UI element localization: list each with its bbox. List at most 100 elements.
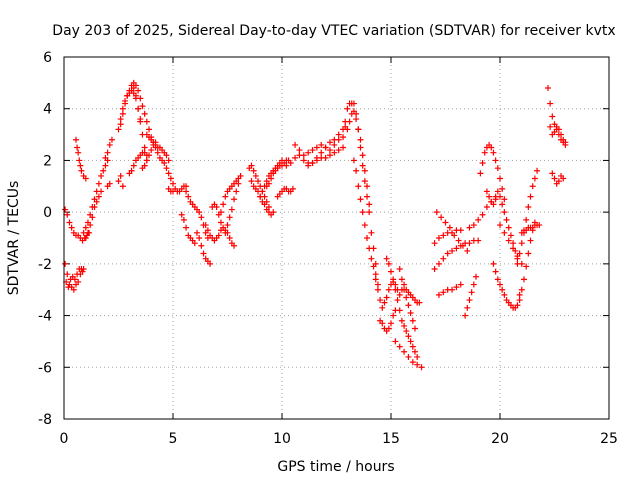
data-point <box>102 154 109 161</box>
data-point <box>455 237 462 244</box>
data-point <box>152 139 159 146</box>
data-point <box>462 312 469 319</box>
series-seg-at <box>477 141 508 203</box>
data-point <box>529 183 536 190</box>
data-point <box>198 214 205 221</box>
data-point <box>457 227 464 234</box>
data-point <box>74 144 81 151</box>
x-tick-label: 10 <box>273 431 291 447</box>
data-point <box>466 224 473 231</box>
data-point <box>335 147 342 154</box>
data-point <box>296 147 303 154</box>
data-point <box>527 193 534 200</box>
data-point <box>499 286 506 293</box>
data-point <box>74 271 81 278</box>
data-point <box>435 235 442 241</box>
data-point <box>71 276 78 283</box>
data-point <box>497 175 503 182</box>
data-point <box>368 229 375 236</box>
data-point <box>353 116 360 123</box>
data-point <box>414 361 421 368</box>
data-point <box>165 170 172 177</box>
data-point <box>170 180 176 187</box>
data-point <box>466 297 473 304</box>
data-point <box>531 175 538 182</box>
data-point <box>464 304 471 311</box>
data-point <box>261 201 268 208</box>
data-point <box>392 338 399 345</box>
data-point <box>453 245 460 252</box>
data-point <box>64 211 71 218</box>
data-point <box>196 235 203 241</box>
data-point <box>180 216 187 223</box>
series-seg-ba <box>544 85 569 148</box>
series-seg-g <box>115 87 144 133</box>
data-point <box>396 266 403 273</box>
data-point <box>183 188 190 195</box>
series-seg-aw <box>497 222 525 267</box>
data-point <box>390 312 397 319</box>
data-point <box>366 245 373 252</box>
data-point <box>217 209 224 216</box>
data-point <box>143 118 150 125</box>
data-point <box>117 116 124 123</box>
data-point <box>224 222 231 229</box>
series-seg-e <box>82 188 105 241</box>
data-point <box>475 216 482 223</box>
data-point <box>191 240 198 247</box>
data-point <box>361 222 368 229</box>
series-seg-ax <box>514 167 541 267</box>
chart-title: Day 203 of 2025, Sidereal Day-to-day VTE… <box>52 23 615 39</box>
data-point <box>470 281 477 288</box>
data-point <box>283 162 290 169</box>
data-point <box>514 260 521 267</box>
data-point <box>396 343 403 350</box>
data-point <box>98 188 105 195</box>
data-point <box>215 232 222 239</box>
data-point <box>364 193 371 200</box>
data-point <box>477 170 484 177</box>
data-point <box>433 209 440 216</box>
data-point <box>359 152 366 159</box>
y-tick-label: -6 <box>38 360 52 376</box>
data-point <box>322 144 329 151</box>
data-point <box>364 235 371 241</box>
data-point <box>248 162 255 169</box>
data-point <box>128 167 135 174</box>
data-point <box>231 242 238 249</box>
data-point <box>385 325 392 332</box>
data-point <box>340 144 347 151</box>
data-point <box>117 172 124 179</box>
data-point <box>359 162 366 169</box>
data-point <box>501 196 508 203</box>
data-point <box>490 149 497 156</box>
data-point <box>516 297 523 304</box>
data-point <box>183 224 190 231</box>
data-point <box>562 139 569 146</box>
data-point <box>551 175 558 182</box>
data-point <box>505 224 512 231</box>
data-point <box>401 348 408 355</box>
data-point <box>440 232 447 239</box>
data-point <box>453 284 460 291</box>
axis-ticks <box>63 56 610 420</box>
plot-frame <box>63 56 610 420</box>
data-point <box>141 144 148 151</box>
data-point <box>475 237 482 244</box>
data-point <box>490 201 497 208</box>
data-point <box>499 201 506 208</box>
data-point <box>459 242 466 249</box>
data-point <box>492 196 499 203</box>
data-point <box>137 95 144 102</box>
data-point <box>366 209 373 216</box>
data-point <box>501 291 508 298</box>
data-point <box>547 123 554 130</box>
data-point <box>222 193 229 200</box>
series-seg-j <box>126 149 150 177</box>
data-point <box>505 237 512 244</box>
data-point <box>494 188 501 195</box>
data-point <box>346 118 353 125</box>
data-point <box>407 309 414 316</box>
data-point <box>255 178 262 185</box>
data-point <box>300 152 307 159</box>
